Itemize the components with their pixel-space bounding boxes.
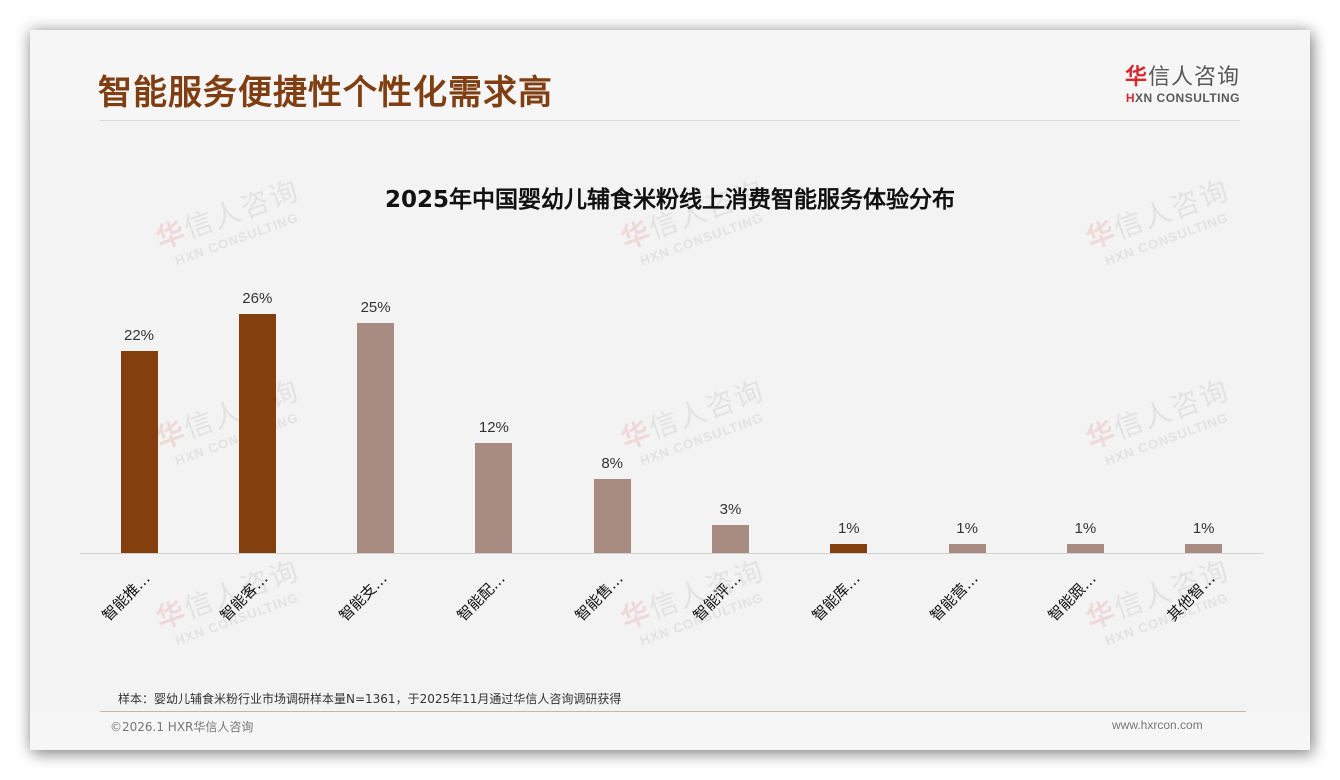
bar-value-label: 3%	[719, 501, 742, 519]
bar	[712, 525, 749, 553]
bar-chart: 22% 智能推… 26% 智能客… 25% 智能支… 12% 智能配… 8% 智能售… 3% 智能评……	[30, 30, 1310, 750]
footer-band	[30, 712, 1310, 750]
bar-value-label: 1%	[1074, 519, 1097, 537]
bar	[238, 313, 276, 553]
bar	[948, 543, 986, 553]
x-axis-category-label: 智能售…	[571, 569, 627, 625]
bar	[830, 543, 868, 553]
bar	[475, 442, 513, 553]
bar-value-label: 25%	[360, 299, 391, 316]
copyright: ©2026.1 HXR华信人咨询	[110, 720, 254, 734]
bar	[357, 323, 395, 553]
bar-value-label: 8%	[601, 455, 624, 473]
x-axis-category-label: 智能配…	[453, 569, 509, 625]
logo-cn: 华信人咨询	[1124, 65, 1240, 90]
bar-value-label: 1%	[837, 519, 860, 537]
x-axis-category-label: 智能支…	[335, 569, 391, 625]
x-axis-category-label: 智能评…	[690, 569, 746, 625]
bar-value-label: 26%	[242, 289, 273, 307]
bar	[120, 350, 158, 553]
slide-card: 智能服务便捷性个性化需求高 华信人咨询 HXN CONSULTING 华信人咨询…	[30, 30, 1310, 750]
x-axis-line	[80, 553, 1263, 554]
bar	[593, 479, 631, 553]
sample-note: 样本：婴幼儿辅食米粉行业市场调研样本量N=1361，于2025年11月通过华信人…	[118, 692, 622, 706]
bar-value-label: 1%	[1192, 519, 1215, 537]
logo-en: HXN CONSULTING	[1125, 91, 1240, 105]
x-axis-category-label: 智能营…	[926, 569, 982, 625]
header-band	[30, 30, 1310, 120]
page-title: 智能服务便捷性个性化需求高	[98, 73, 553, 113]
x-axis-category-label: 其他智…	[1163, 569, 1219, 625]
x-axis-category-label: 智能跟…	[1044, 569, 1101, 625]
chart-title: 2025年中国婴幼儿辅食米粉线上消费智能服务体验分布	[384, 187, 955, 213]
bar	[1066, 543, 1104, 553]
company-logo: 华信人咨询 HXN CONSULTING	[1110, 64, 1240, 105]
x-axis-category-label: 智能推…	[98, 569, 154, 625]
bar	[1185, 543, 1223, 553]
bar-value-label: 12%	[478, 418, 509, 436]
footer-divider	[100, 711, 1246, 712]
x-axis-category-label: 智能库…	[808, 569, 864, 625]
header-divider	[100, 120, 1240, 121]
x-axis-category-label: 智能客…	[216, 569, 273, 625]
website: www.hxrcon.com	[1112, 718, 1203, 732]
bar-value-label: 1%	[956, 519, 978, 537]
bar-value-label: 22%	[123, 326, 155, 344]
